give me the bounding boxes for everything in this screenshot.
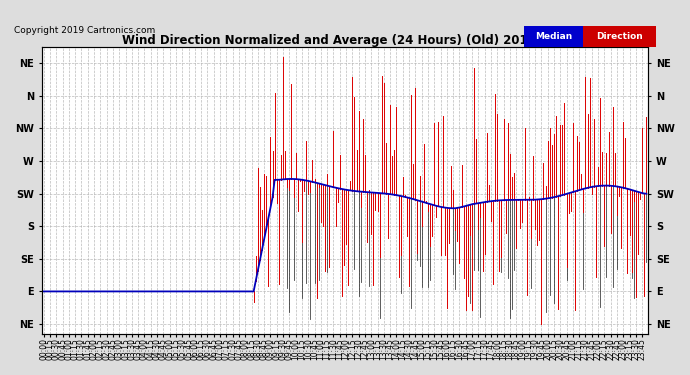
Title: Wind Direction Normalized and Average (24 Hours) (Old) 20190712: Wind Direction Normalized and Average (2… bbox=[122, 34, 568, 47]
Text: Copyright 2019 Cartronics.com: Copyright 2019 Cartronics.com bbox=[14, 26, 155, 35]
Text: Direction: Direction bbox=[596, 32, 642, 41]
Text: Median: Median bbox=[535, 32, 572, 41]
